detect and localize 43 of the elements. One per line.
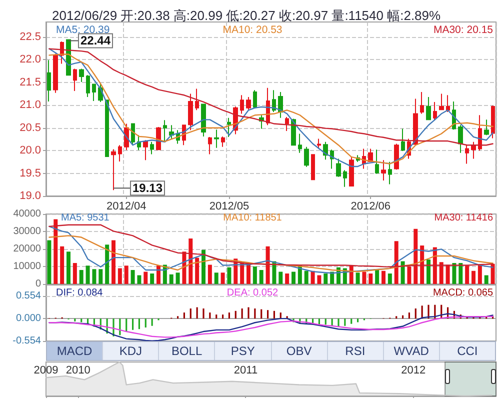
y-tick-label: 19.0 (20, 190, 41, 202)
annotation: 19.13 (132, 181, 163, 196)
y-tick-label: 20000 (13, 244, 42, 254)
tab-button: OBV (270, 342, 327, 360)
y-tick-label: 22.0 (20, 54, 41, 66)
x-tick-label: 2009 (34, 364, 58, 376)
x-tick-label: 2012/06 (350, 200, 391, 212)
y-tick-label: 22.5 (20, 30, 41, 43)
series-label: MACD: 0.065 (432, 288, 494, 298)
text: MA30: 11416 (434, 212, 494, 224)
series-label: MA5: 20.39 (56, 24, 110, 36)
x-tick-label: 2011 (234, 364, 258, 376)
tab-button: RSI (326, 342, 383, 360)
y-tick-label: 30000 (13, 226, 42, 237)
chart-title: 2012/06/29 开:20.38 高:20.99 低:20.27 收:20.97 量:11540 幅:2.89% (52, 8, 442, 23)
y-tick-label: 40000 (13, 208, 42, 220)
text: DEA: 0.052 (226, 288, 279, 298)
series-label: MA5: 9531 (61, 212, 110, 224)
x-tick-label: 2012/05 (209, 200, 250, 212)
text: MA10: 20.53 (222, 24, 282, 36)
text: MA10: 11851 (223, 212, 282, 224)
y-tick-label: 19.5 (20, 167, 41, 180)
y-tick-label: -0.554 (12, 336, 42, 346)
text: MA30: 20.15 (433, 24, 494, 36)
tab-button: CCI (438, 342, 495, 360)
x-tick-label: 2012 (401, 364, 426, 376)
y-tick-label: 20.5 (20, 122, 41, 134)
y-tick-label: 10000 (13, 261, 42, 272)
y-tick-label: 21.5 (20, 76, 41, 88)
y-tick-label: 0.000 (16, 313, 42, 324)
tab-button: MACD (47, 342, 102, 360)
y-tick-label: 0.554 (16, 290, 42, 302)
y-tick-label: 20.0 (20, 144, 41, 157)
y-tick-label: 0 (35, 278, 42, 290)
tab-button: BOLL (158, 342, 214, 360)
tab-button: WVAD (382, 342, 439, 360)
tab-button: KDJ (102, 342, 158, 360)
tab-button: PSY (214, 342, 270, 360)
x-tick-label: 2010 (66, 364, 90, 376)
x-tick-label: 2012/04 (106, 200, 146, 212)
text: DIF: 0.084 (56, 288, 104, 298)
y-tick-label: 21.0 (20, 99, 41, 112)
annotation: 22.44 (80, 34, 111, 48)
